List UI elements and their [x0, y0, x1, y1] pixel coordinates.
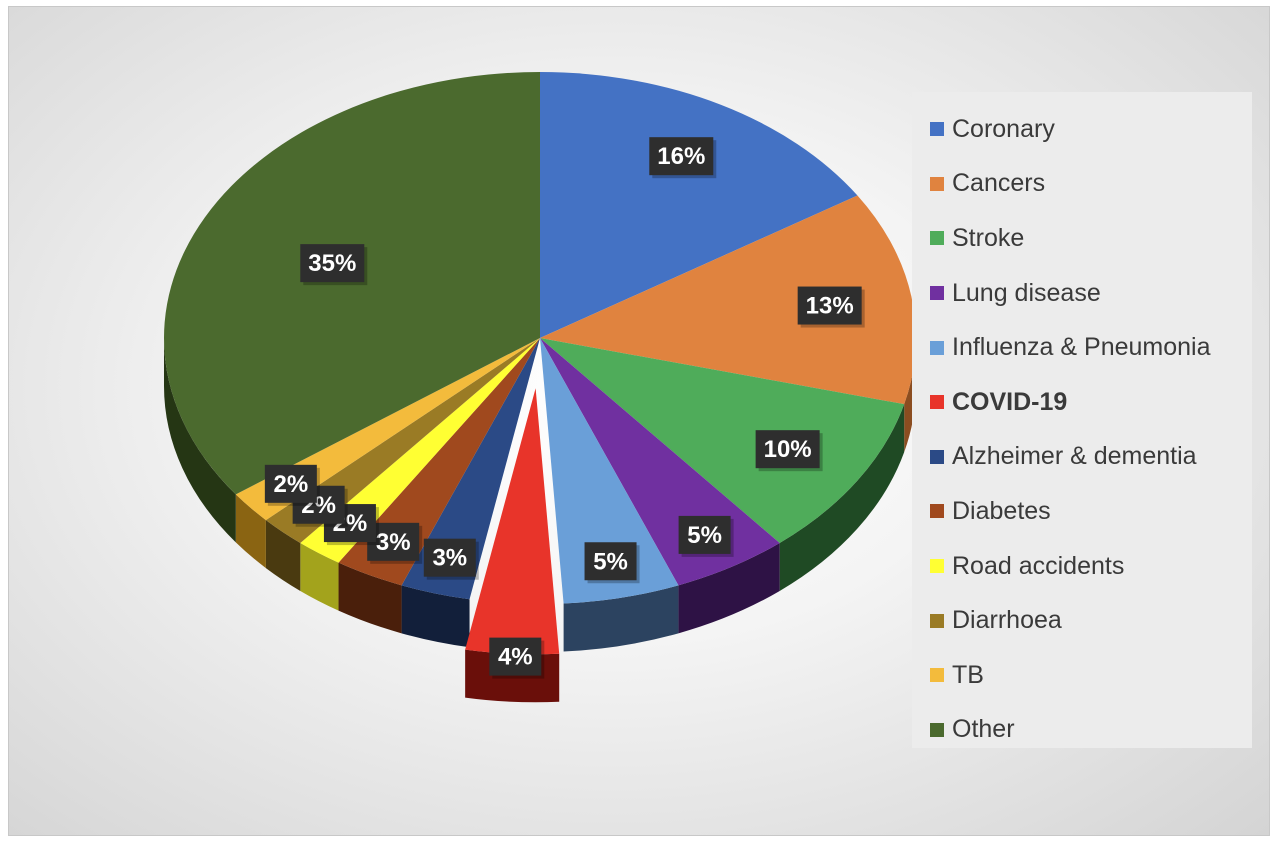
legend-item: Cancers: [912, 157, 1252, 212]
legend-label: Stroke: [952, 223, 1025, 252]
legend: Coronary Cancers Stroke Lung disease Influen…: [912, 92, 1252, 748]
pie-slice-side: [904, 338, 916, 453]
data-label: 16%: [649, 137, 717, 179]
legend-item: Other: [912, 703, 1252, 758]
legend-item: Influenza & Pneumonia: [912, 320, 1252, 375]
legend-label: Road accidents: [952, 551, 1125, 580]
data-label-box: [264, 464, 317, 503]
legend-item: Stroke: [912, 211, 1252, 266]
pie-slice-side: [265, 520, 301, 591]
legend-label: Alzheimer & dementia: [952, 442, 1197, 471]
data-label-box: [797, 286, 862, 325]
pie-slice: [540, 338, 679, 604]
pie-slice: [540, 338, 905, 543]
legend-item: Alzheimer & dementia: [912, 430, 1252, 485]
legend-label: Diarrhoea: [952, 606, 1062, 635]
data-label-text: 35%: [308, 250, 356, 277]
legend-label: Other: [952, 715, 1015, 744]
data-label-text: 10%: [764, 436, 812, 463]
pie-slice-side: [779, 404, 905, 591]
data-label: 2%: [323, 504, 379, 546]
legend-label: Cancers: [952, 169, 1046, 198]
data-label-box: [489, 637, 542, 676]
data-label: 3%: [423, 538, 479, 580]
legend-swatch: [930, 122, 944, 137]
legend-item: Diabetes: [912, 484, 1252, 539]
data-label-box: [423, 538, 476, 577]
legend-swatch: [930, 231, 944, 246]
pie-tops: [163, 71, 916, 703]
data-label-text: 5%: [593, 548, 628, 575]
legend-label: Coronary: [952, 114, 1055, 143]
data-label: 10%: [755, 430, 823, 472]
data-label-text: 13%: [806, 293, 854, 320]
legend-item: Lung disease: [912, 266, 1252, 321]
pie-slice: [163, 71, 540, 495]
legend-swatch: [930, 613, 944, 628]
legend-label: Diabetes: [952, 496, 1051, 525]
legend-item: Diarrhoea: [912, 593, 1252, 648]
data-label-box: [300, 244, 365, 283]
data-label-text: 3%: [432, 545, 467, 572]
data-label: 5%: [584, 542, 640, 584]
data-label: 35%: [300, 244, 368, 286]
data-label-text: 3%: [376, 529, 411, 556]
legend-swatch: [930, 176, 944, 191]
legend-item: Road accidents: [912, 539, 1252, 594]
pie-slice: [540, 72, 858, 338]
legend-label: Lung disease: [952, 278, 1101, 307]
pie-slice-side: [235, 494, 266, 569]
legend-item: Coronary: [912, 102, 1252, 157]
data-label-text: 4%: [498, 644, 533, 671]
data-label-box: [678, 515, 731, 554]
data-label: 5%: [678, 515, 734, 557]
pie-slice: [401, 338, 540, 600]
pie-sides: [164, 338, 916, 652]
pie-slice-side: [563, 585, 679, 652]
legend-swatch: [930, 504, 944, 519]
legend-swatch: [930, 668, 944, 683]
legend-swatch: [930, 449, 944, 464]
data-label: 4%: [489, 637, 545, 679]
legend-swatch: [930, 395, 944, 410]
legend-swatch: [930, 340, 944, 355]
legend-swatch: [930, 559, 944, 574]
legend-label: TB: [952, 660, 984, 689]
pie-slice: [540, 195, 916, 405]
data-label: 13%: [797, 286, 865, 328]
legend-item: COVID-19: [912, 375, 1252, 430]
pie-slice-side: [300, 542, 339, 611]
data-label-box: [649, 137, 714, 176]
pie-slice-side: [678, 542, 780, 634]
pie-slice-side: [338, 562, 402, 634]
legend-swatch: [930, 722, 944, 737]
legend-label: COVID-19: [952, 387, 1068, 416]
data-label-box: [584, 542, 637, 581]
data-label-text: 5%: [687, 522, 722, 549]
data-label-box: [755, 430, 820, 469]
pie-slice-side: [401, 585, 470, 648]
pie-slice: [465, 388, 560, 655]
legend-swatch: [930, 286, 944, 301]
pie-labels: 16%13%10%5%5%4%3%3%2%2%2%35%: [264, 137, 865, 679]
pie-slice-side: [164, 338, 236, 543]
legend-item: TB: [912, 648, 1252, 703]
data-label-text: 16%: [657, 143, 705, 170]
data-label: 2%: [264, 464, 320, 506]
data-label-text: 2%: [274, 471, 309, 498]
legend-label: Influenza & Pneumonia: [952, 333, 1211, 362]
